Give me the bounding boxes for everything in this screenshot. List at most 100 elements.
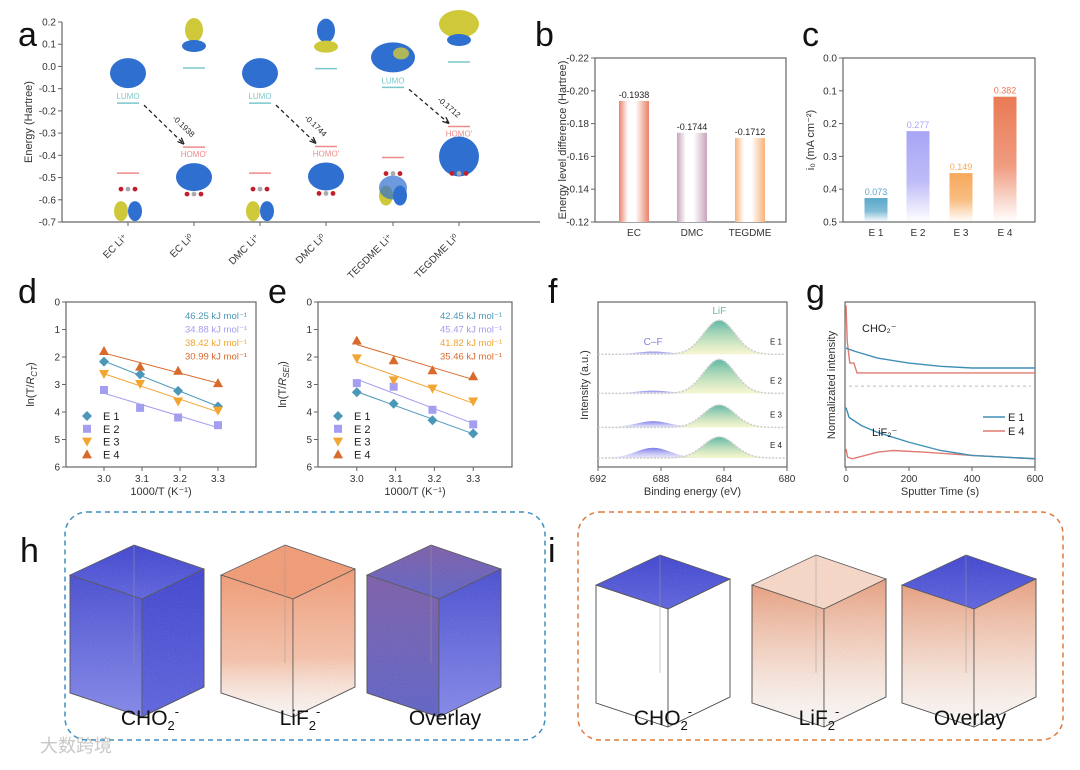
atom bbox=[397, 171, 403, 176]
panel-b-ylabel: Energy level difference (Hartree) bbox=[557, 61, 569, 220]
atom bbox=[330, 191, 336, 196]
panel-c-ytick-label: 0.4 bbox=[823, 185, 837, 196]
orbital-isosurface bbox=[317, 18, 335, 43]
panel-d-data-point bbox=[100, 386, 108, 394]
panel-e-legend-label: E 1 bbox=[354, 411, 371, 423]
lif-peak-label: LiF bbox=[712, 306, 726, 317]
cf-peak-label: C–F bbox=[644, 337, 663, 348]
panel-d-ylabel: ln(T/RCT) bbox=[25, 362, 39, 406]
panel-f-series-label: E 4 bbox=[770, 441, 783, 450]
panel-g-xtick-label: 400 bbox=[964, 474, 981, 485]
panel-h-cube-3-texture bbox=[439, 569, 501, 717]
atom bbox=[118, 186, 124, 192]
panel-d-data-point bbox=[174, 413, 183, 422]
label-superscript: - bbox=[175, 704, 179, 719]
panel-d-data-point bbox=[214, 421, 222, 430]
panel-b-ytick-label: -0.12 bbox=[566, 218, 589, 229]
orbital-isosurface bbox=[379, 175, 407, 200]
panel-h-cube-3-texture bbox=[367, 575, 439, 717]
panel-f-xlabel: Binding energy (eV) bbox=[644, 486, 741, 498]
orbital-isosurface bbox=[110, 58, 146, 89]
panel-d-data-point bbox=[135, 379, 146, 389]
panel-letter-c: c bbox=[802, 16, 819, 54]
panel-h-label: LiF2- bbox=[280, 704, 321, 733]
panel-d-legend-marker bbox=[82, 449, 92, 459]
orbital-isosurface bbox=[308, 162, 344, 191]
label-subscript: 2 bbox=[681, 718, 688, 733]
arrow-head-icon bbox=[177, 137, 185, 145]
panel-i-cube-2-edges bbox=[751, 579, 887, 728]
panel-c-xtick-label: E 4 bbox=[997, 228, 1012, 239]
panel-e-data-point bbox=[388, 355, 399, 365]
panel-c-bar-label: 0.149 bbox=[950, 162, 973, 172]
lif-peak-area bbox=[598, 436, 787, 458]
panel-e-legend-label: E 4 bbox=[354, 449, 371, 461]
panel-e-xlabel: 1000/T (K⁻¹) bbox=[384, 486, 445, 498]
panel-e-data-point bbox=[389, 382, 398, 391]
panel-c-ytick-label: 0.3 bbox=[823, 152, 837, 163]
panel-e-fit-line bbox=[356, 378, 474, 424]
panel-d-ylabel-close: ) bbox=[25, 362, 37, 366]
panel-d-legend-label: E 4 bbox=[103, 449, 120, 461]
panel-h-cube-1-edges bbox=[69, 569, 205, 718]
panel-d-fit-line bbox=[103, 352, 219, 384]
atom bbox=[449, 171, 455, 176]
panel-c-frame bbox=[842, 57, 1036, 223]
panel-d-data-point bbox=[173, 385, 184, 396]
panel-g-legend-label: E 1 bbox=[1008, 412, 1025, 424]
panel-h-cube-3-edges bbox=[366, 569, 502, 718]
panel-d-ytick-label: 5 bbox=[54, 435, 60, 446]
panel-e-legend-label: E 2 bbox=[354, 424, 371, 436]
orbital-isosurface bbox=[182, 40, 206, 52]
panel-e-fit-line bbox=[356, 344, 474, 381]
orbital-isosurface bbox=[447, 34, 471, 46]
panel-g-xlabel: Sputter Time (s) bbox=[901, 486, 979, 498]
panel-a-ytick-label: 0.0 bbox=[42, 62, 56, 73]
lif-peak-area bbox=[598, 320, 787, 355]
panel-d-ytick-label: 2 bbox=[54, 353, 60, 364]
panel-d-fit-line bbox=[103, 360, 219, 407]
panel-d-xtick-label: 3.0 bbox=[97, 474, 111, 485]
panel-e-data-point bbox=[468, 428, 479, 439]
label-superscript: - bbox=[835, 704, 839, 719]
panel-h-label: CHO2- bbox=[121, 704, 179, 733]
panel-d-activation-energy: 46.25 kJ mol⁻¹ bbox=[185, 311, 247, 322]
homo-label: HOMO' bbox=[313, 149, 340, 158]
label-subscript: 2 bbox=[828, 718, 835, 733]
panel-c-bar bbox=[993, 96, 1017, 222]
label-superscript: - bbox=[688, 704, 692, 719]
panel-d-data-point bbox=[99, 370, 109, 380]
panel-g-legend-label: E 4 bbox=[1008, 426, 1025, 438]
panel-d-data-point bbox=[173, 397, 184, 407]
panel-d-xtick-label: 3.2 bbox=[173, 474, 187, 485]
panel-d-activation-energy: 30.99 kJ mol⁻¹ bbox=[185, 352, 247, 363]
panel-e-data-point bbox=[427, 415, 438, 426]
atom bbox=[125, 186, 131, 192]
atom bbox=[250, 186, 256, 192]
panel-g-frame bbox=[844, 301, 1036, 468]
panel-i-cube-3-texture bbox=[902, 555, 1036, 609]
panel-f-series-label: E 3 bbox=[770, 410, 783, 419]
panel-e-legend-label: E 3 bbox=[354, 437, 371, 449]
panel-c-ylabel: i₀ (mA cm⁻²) bbox=[805, 110, 817, 170]
panel-a-xtick-label: EC Li⁰ bbox=[168, 232, 196, 260]
panel-c-ytick-label: 0.0 bbox=[823, 54, 837, 65]
orbital-isosurface bbox=[185, 18, 203, 42]
panel-e-data-point bbox=[351, 387, 362, 398]
atom bbox=[264, 186, 270, 192]
panel-b-bar bbox=[677, 132, 707, 222]
panel-d-fit-line bbox=[103, 373, 219, 413]
panel-letter-d: d bbox=[18, 273, 37, 311]
panel-b-bar bbox=[619, 100, 649, 222]
panel-h-cube-2-texture bbox=[293, 569, 355, 717]
lumo-label: LUMO bbox=[381, 76, 404, 85]
panel-b-bar-label: -0.1712 bbox=[735, 127, 766, 137]
panel-g-xtick-label: 0 bbox=[843, 474, 849, 485]
orbital-isosurface bbox=[260, 201, 274, 222]
panel-h-cube-2-texture bbox=[221, 545, 355, 599]
panel-d-xlabel: 1000/T (K⁻¹) bbox=[130, 486, 191, 498]
panel-g-ylabel: Normalizated intensity bbox=[826, 330, 838, 439]
panel-i-label: CHO2- bbox=[634, 704, 692, 733]
orbital-isosurface bbox=[393, 47, 409, 60]
panel-d-legend-label: E 2 bbox=[103, 424, 120, 436]
